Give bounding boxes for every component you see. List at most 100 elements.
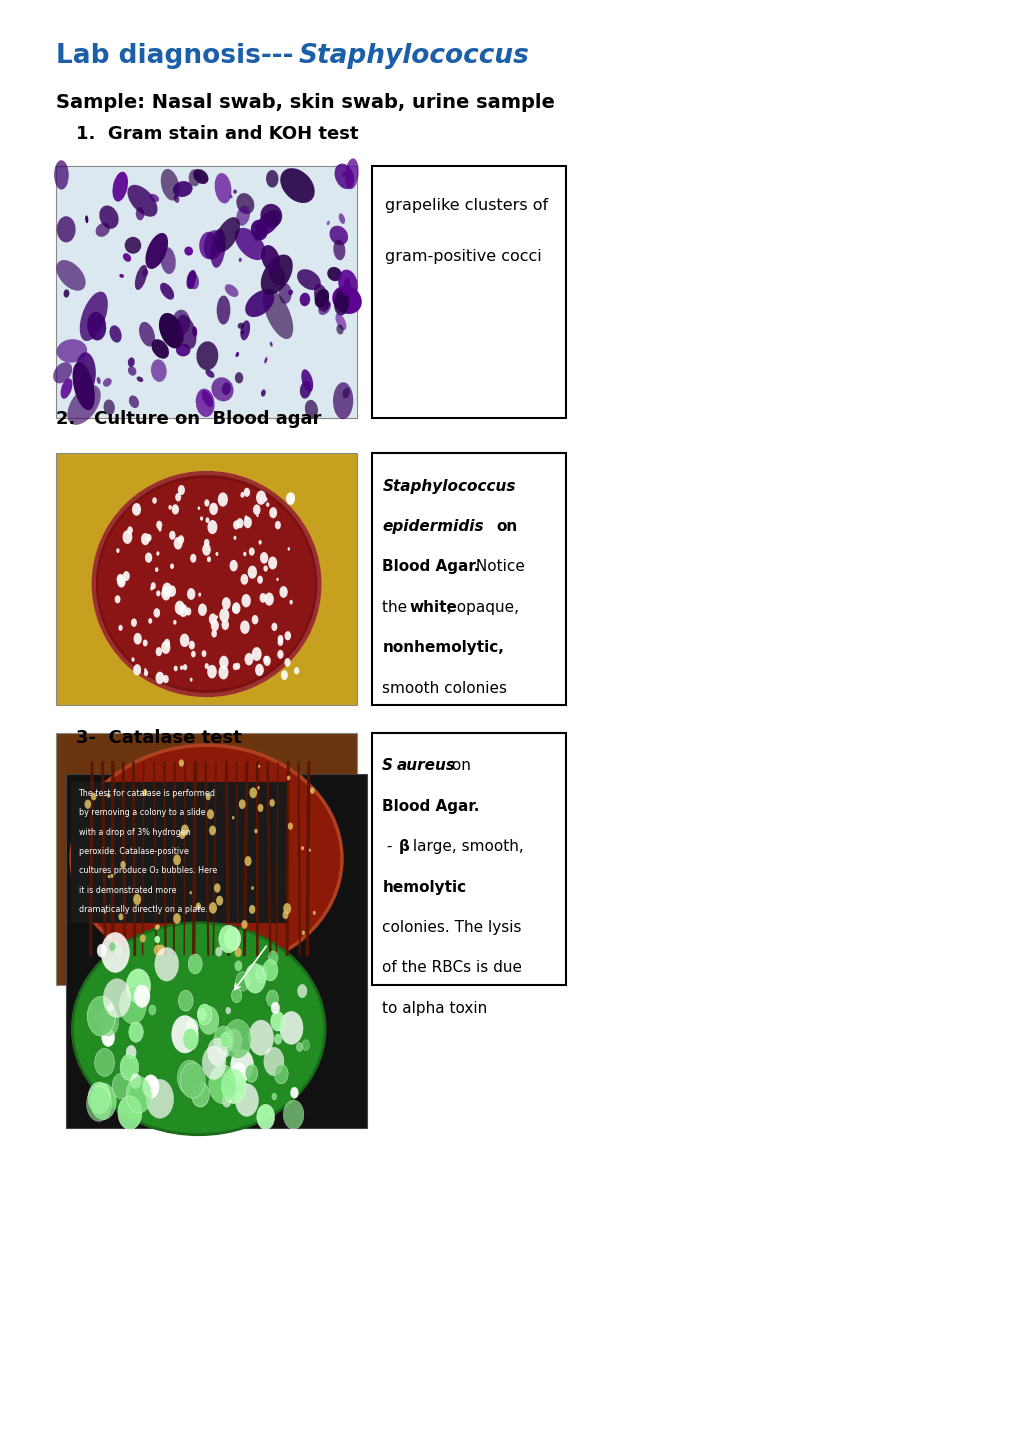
Circle shape: [87, 1086, 111, 1122]
Circle shape: [268, 557, 277, 570]
Circle shape: [130, 1073, 141, 1089]
Ellipse shape: [341, 172, 346, 176]
Ellipse shape: [205, 369, 214, 378]
Circle shape: [221, 1069, 246, 1103]
Ellipse shape: [260, 203, 282, 228]
Circle shape: [158, 945, 165, 955]
Circle shape: [207, 809, 214, 819]
Circle shape: [225, 1028, 242, 1053]
Circle shape: [286, 776, 290, 780]
Circle shape: [268, 950, 278, 965]
Ellipse shape: [127, 358, 135, 366]
Circle shape: [249, 1019, 273, 1056]
Circle shape: [133, 894, 141, 906]
Ellipse shape: [335, 313, 346, 330]
Circle shape: [245, 1064, 258, 1082]
Ellipse shape: [255, 231, 262, 239]
Circle shape: [219, 656, 228, 669]
Circle shape: [144, 668, 147, 672]
Circle shape: [240, 574, 248, 585]
Ellipse shape: [79, 291, 108, 342]
Circle shape: [207, 665, 217, 678]
Circle shape: [222, 597, 230, 610]
Ellipse shape: [334, 163, 354, 189]
Circle shape: [302, 930, 305, 934]
Circle shape: [171, 505, 179, 515]
Circle shape: [274, 1064, 288, 1084]
Ellipse shape: [161, 169, 179, 200]
Circle shape: [231, 816, 234, 819]
Circle shape: [257, 1105, 274, 1129]
Circle shape: [189, 640, 195, 649]
Circle shape: [224, 1019, 251, 1058]
Ellipse shape: [72, 362, 95, 410]
Ellipse shape: [333, 239, 345, 260]
Circle shape: [143, 789, 147, 796]
Circle shape: [137, 503, 139, 506]
Text: dramatically directly on a plate.: dramatically directly on a plate.: [78, 906, 207, 914]
Circle shape: [112, 1073, 130, 1099]
Circle shape: [131, 658, 135, 662]
Circle shape: [207, 557, 211, 562]
Ellipse shape: [254, 231, 261, 241]
Circle shape: [150, 587, 153, 591]
Circle shape: [245, 515, 248, 521]
Circle shape: [119, 986, 146, 1024]
Bar: [372, 733, 566, 985]
Text: cultures produce O₂ bubbles. Here: cultures produce O₂ bubbles. Here: [78, 867, 217, 875]
Circle shape: [202, 544, 211, 555]
Circle shape: [256, 490, 266, 505]
Circle shape: [161, 587, 171, 600]
Ellipse shape: [210, 229, 225, 268]
Circle shape: [88, 1082, 110, 1115]
Circle shape: [264, 1047, 283, 1076]
Circle shape: [146, 534, 152, 542]
Circle shape: [206, 793, 211, 800]
Circle shape: [141, 534, 150, 545]
Ellipse shape: [186, 270, 196, 288]
Circle shape: [243, 552, 247, 557]
Circle shape: [284, 588, 286, 591]
Circle shape: [301, 846, 304, 851]
Circle shape: [269, 799, 274, 806]
Ellipse shape: [60, 378, 72, 398]
Circle shape: [232, 663, 237, 671]
Circle shape: [197, 1004, 212, 1025]
Text: Staphylococcus: Staphylococcus: [382, 479, 516, 493]
Circle shape: [161, 642, 170, 655]
Ellipse shape: [237, 323, 244, 329]
Circle shape: [156, 551, 159, 555]
Circle shape: [190, 678, 193, 682]
Circle shape: [225, 1007, 230, 1014]
Circle shape: [238, 799, 246, 809]
Circle shape: [85, 799, 91, 809]
Circle shape: [209, 1064, 236, 1103]
Circle shape: [239, 620, 250, 634]
Circle shape: [156, 590, 160, 597]
Circle shape: [175, 493, 181, 502]
Circle shape: [140, 934, 146, 943]
Ellipse shape: [96, 222, 110, 236]
Text: Staphylococcus: Staphylococcus: [299, 43, 529, 69]
Circle shape: [257, 786, 260, 790]
Ellipse shape: [245, 290, 274, 317]
Ellipse shape: [85, 215, 89, 224]
Text: white: white: [409, 600, 457, 614]
Circle shape: [204, 499, 209, 506]
Circle shape: [207, 1038, 227, 1066]
Circle shape: [297, 1043, 303, 1051]
Ellipse shape: [176, 314, 197, 349]
Ellipse shape: [71, 746, 341, 972]
Text: large, smooth,: large, smooth,: [408, 839, 523, 854]
Circle shape: [151, 583, 156, 590]
Ellipse shape: [184, 247, 193, 255]
Circle shape: [283, 903, 290, 914]
Ellipse shape: [127, 366, 137, 376]
Text: nonhemolytic,: nonhemolytic,: [382, 640, 503, 655]
Circle shape: [258, 764, 260, 767]
Circle shape: [198, 603, 207, 616]
Circle shape: [182, 665, 187, 671]
Circle shape: [155, 936, 160, 943]
Circle shape: [118, 624, 122, 630]
Ellipse shape: [301, 369, 313, 392]
